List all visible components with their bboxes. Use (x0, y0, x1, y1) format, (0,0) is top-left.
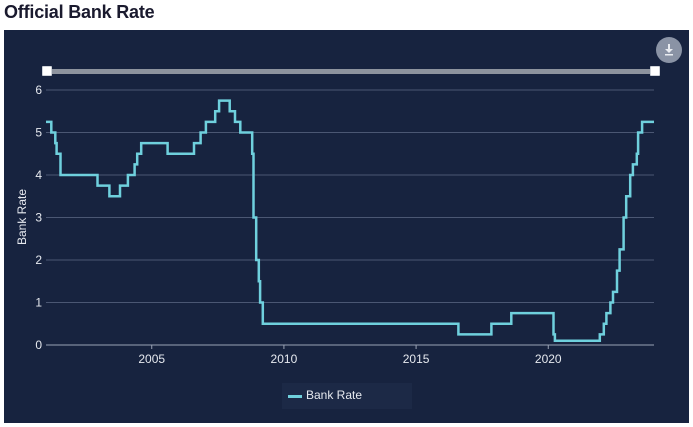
y-tick-label: 2 (35, 253, 42, 267)
series-line-bank-rate (46, 99, 654, 343)
y-axis-label: Bank Rate (15, 189, 29, 245)
grid-layer (46, 89, 654, 346)
x-tick-label: 2005 (138, 352, 165, 366)
y-tick-label: 3 (35, 211, 42, 225)
y-tick-label: 0 (35, 338, 42, 352)
page-title: Official Bank Rate (4, 2, 155, 22)
range-slider-track[interactable] (46, 69, 654, 74)
y-tick-label: 5 (35, 126, 42, 140)
y-tick-label: 4 (35, 168, 42, 182)
tick-layer: 0 1 2 3 4 5 6 2005 2010 2015 2020 (35, 83, 562, 366)
chart-panel (4, 30, 689, 423)
y-tick-label: 1 (35, 296, 42, 310)
download-button[interactable] (656, 37, 682, 63)
legend-label: Bank Rate (306, 388, 363, 402)
range-slider-left-handle[interactable] (42, 66, 52, 76)
legend-swatch (288, 395, 302, 398)
x-tick-label: 2010 (271, 352, 298, 366)
x-tick-label: 2015 (403, 352, 430, 366)
y-tick-label: 6 (35, 83, 42, 97)
legend-item-bank-rate[interactable]: Bank Rate (282, 383, 412, 409)
x-tick-label: 2020 (535, 352, 562, 366)
series-layer (46, 99, 654, 343)
download-icon (665, 44, 673, 56)
range-slider-right-handle[interactable] (650, 66, 660, 76)
